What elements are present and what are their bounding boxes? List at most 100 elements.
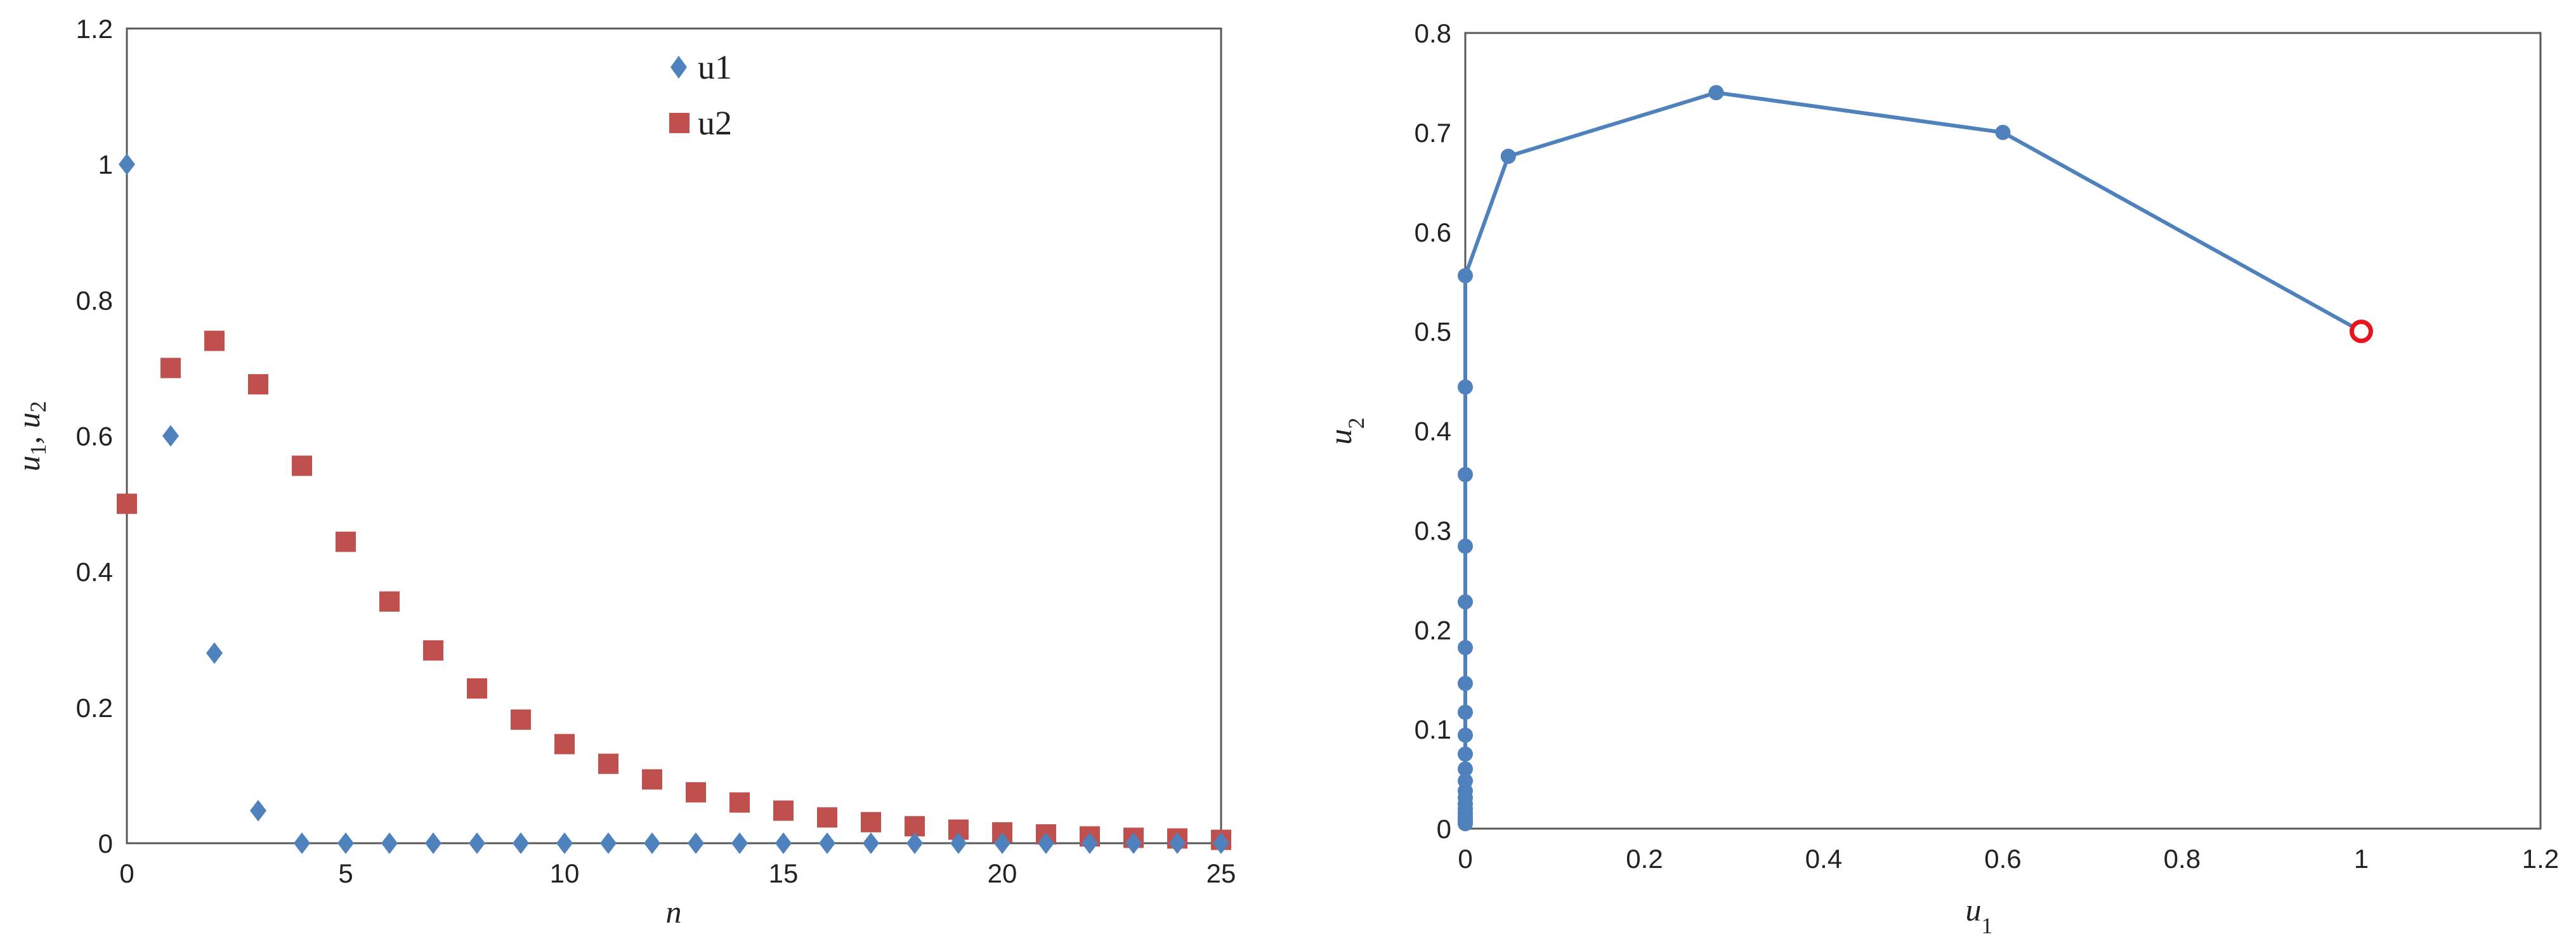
u2-point [861,812,881,832]
u2-point [248,374,268,395]
left-y-tick-label: 0.4 [76,557,113,587]
left-y-tick-label: 0 [98,829,113,858]
trajectory-point [1458,746,1473,762]
u1-point [906,832,923,854]
left-x-tick-labels: 0 5 10 15 20 25 [119,858,1236,888]
right-y-tick-labels: 0 0.1 0.2 0.3 0.4 0.5 0.6 0.7 0.8 [1415,18,1451,844]
left-x-tick-label: 20 [988,858,1017,888]
u1-point [206,642,223,664]
trajectory-point [1458,268,1473,283]
trajectory-point [1500,148,1516,164]
left-x-axis-label: n [666,894,682,929]
left-y-axis-label-sub: 1 [25,444,51,456]
right-x-tick-labels: 0 0.2 0.4 0.6 0.8 1 1.2 [1458,844,2559,874]
u1-point [1038,832,1054,854]
right-y-axis-label: u2 [1323,418,1369,445]
u1-point [294,832,310,854]
right-marks [1458,85,2373,832]
legend-u1-label: u1 [698,48,732,86]
u1-point [731,832,748,854]
trajectory-point [1458,675,1473,691]
u1-point [775,832,792,854]
right-x-tick-label: 0.8 [2164,844,2200,874]
legend-u2-label: u2 [698,104,732,142]
u1-point [513,832,529,854]
left-y-tick-label: 0.8 [76,285,113,315]
left-x-tick-label: 10 [550,858,580,888]
u1-point [556,832,573,854]
trajectory-point [1458,727,1473,743]
left-y-tick-label: 0.6 [76,422,113,451]
u1-point [600,832,617,854]
u1-point [1169,832,1186,854]
trajectory-point [1458,640,1473,656]
u1-point [1213,832,1229,854]
left-x-tick-label: 0 [119,858,134,888]
left-x-tick-label: 5 [338,858,353,888]
right-y-tick-label: 0.6 [1415,217,1451,247]
right-y-axis-label-sub: 2 [1344,418,1369,429]
left-y-axis-label-reset: , [11,429,46,444]
u1-point [425,832,441,854]
trajectory-point [1458,761,1473,777]
right-x-tick-label: 0.2 [1626,844,1663,874]
left-marks [117,153,1231,854]
u2-point [554,734,575,754]
u1-point [162,425,179,447]
u2-point [117,493,137,514]
right-y-tick-label: 0.2 [1415,615,1451,645]
right-x-tick-label: 0.4 [1805,844,1842,874]
right-x-tick-label: 1.2 [2522,844,2559,874]
right-y-tick-label: 0.8 [1415,18,1451,48]
right-y-tick-label: 0 [1437,814,1451,844]
trajectory-point [1458,594,1473,610]
u2-point [204,330,225,351]
right-x-axis-label: u1 [1966,892,1993,938]
u1-point [337,832,354,854]
u1-point [644,832,660,854]
left-legend: u1 u2 [669,48,732,142]
right-y-tick-label: 0.7 [1415,118,1451,148]
right-y-tick-label: 0.5 [1415,317,1451,347]
u1-point [1125,832,1142,854]
trajectory-point [1458,538,1473,554]
u1-point [819,832,835,854]
left-x-tick-label: 25 [1206,858,1236,888]
right-x-tick-label: 0 [1458,844,1472,874]
right-chart: 0 0.1 0.2 0.3 0.4 0.5 0.6 0.7 0.8 0 0.2 0.4 0.6 0.8 1… [1323,18,2559,938]
right-y-axis-label-base: u [1323,429,1358,445]
left-y-axis-label-base: u [11,456,46,472]
trajectory-point [1995,124,2011,140]
trajectory-point [1458,816,1473,832]
legend-u1-marker [670,56,687,79]
left-y-axis-label-sub: 2 [25,401,51,413]
u2-point [160,358,181,378]
left-chart: 00.20.40.60.811.2 0 5 10 15 20 25 n u1, u2 u1… [11,14,1236,929]
left-x-axis-label-text: n [666,894,682,929]
left-x-tick-label: 15 [769,858,799,888]
u1-point [994,832,1010,854]
u2-point [336,531,356,552]
left-y-tick-label: 1.2 [76,14,113,44]
right-y-tick-label: 0.1 [1415,715,1451,744]
u1-point [381,832,398,854]
right-y-tick-label: 0.4 [1415,417,1451,446]
u1-point [250,799,266,822]
u2-point [598,753,618,774]
right-x-tick-label: 0.6 [1984,844,2021,874]
u2-point [423,640,443,661]
u2-point [686,782,706,803]
u2-point [292,455,312,476]
u1-point [469,832,485,854]
trajectory-point [1708,85,1724,101]
left-y-axis-label: u1, u2 [11,401,51,472]
u2-point [467,678,487,699]
u1-point [688,832,704,854]
u1-point [863,832,879,854]
right-x-tick-label: 1 [2354,844,2369,874]
start-point-marker [2350,320,2373,344]
u1-point [1082,832,1098,854]
left-y-tick-labels: 0 0.2 0.4 0.6 0.8 1 1.2 [76,14,113,858]
legend-u2-marker [669,113,690,133]
trajectory-point [1458,467,1473,482]
